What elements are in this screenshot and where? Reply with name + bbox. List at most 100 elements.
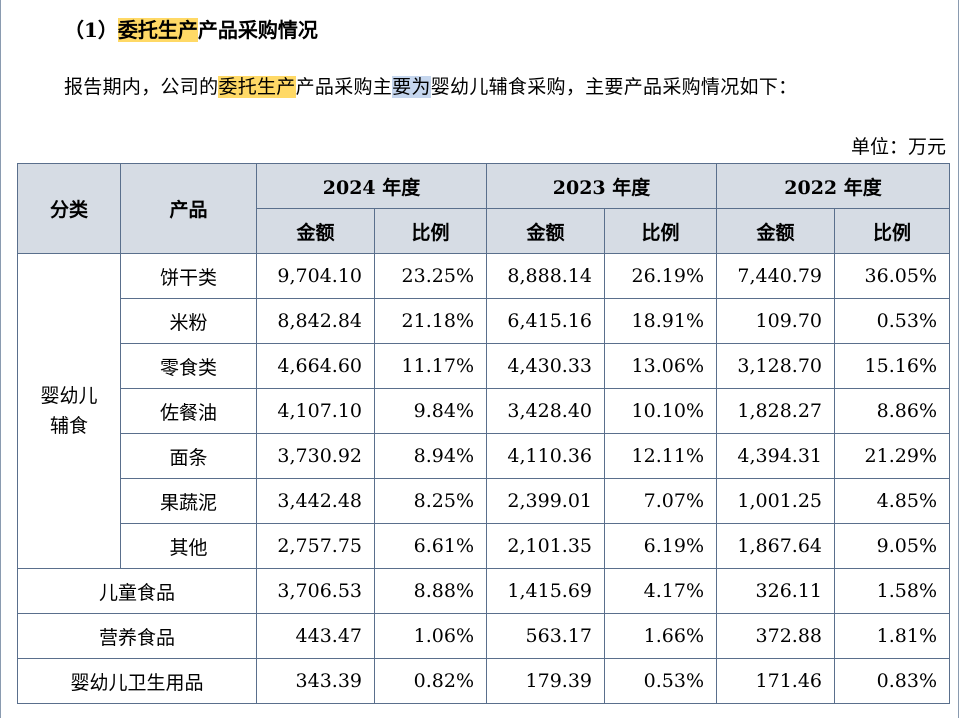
amount-cell: 6,415.16 [486, 298, 605, 344]
header-year-2024: 2024 年度 [256, 163, 487, 209]
para-selected-text[interactable]: 要为 [392, 76, 431, 98]
ratio-cell: 26.19% [604, 253, 717, 299]
table-row: 婴幼儿卫生用品 343.39 0.82% 179.39 0.53% 171.46 0.83% [17, 658, 950, 704]
intro-paragraph: 报告期内，公司的委托生产产品采购主要为婴幼儿辅食采购，主要产品采购情况如下： [64, 72, 797, 99]
table-row: 营养食品 443.47 1.06% 563.17 1.66% 372.88 1.81% [17, 613, 950, 659]
table-row: 零食类 4,664.60 11.17% 4,430.33 13.06% 3,128.70 1… [18, 343, 950, 389]
table-row: 婴幼儿 辅食 饼干类 9,704.10 23.25% 8,888.14 26.19% 7,44… [17, 253, 950, 569]
amount-cell: 171.46 [716, 658, 835, 704]
category-cell: 儿童食品 [17, 568, 257, 614]
ratio-cell: 6.61% [374, 523, 487, 569]
table-row: 佐餐油 4,107.10 9.84% 3,428.40 10.10% 1,828.27 8.… [18, 388, 950, 434]
para-part3: 婴幼儿辅食采购，主要产品采购情况如下： [430, 76, 798, 98]
amount-cell: 1,828.27 [716, 388, 835, 434]
ratio-cell: 23.25% [374, 253, 487, 299]
unit-label: 单位：万元 [850, 136, 946, 158]
ratio-cell: 18.91% [604, 298, 717, 344]
heading-rest: 产品采购情况 [197, 18, 318, 42]
header-product: 产品 [120, 163, 257, 254]
table-row: 其他 2,757.75 6.61% 2,101.35 6.19% 1,867.64 9.05… [18, 523, 950, 569]
amount-cell: 8,888.14 [486, 253, 605, 299]
category-cell: 营养食品 [17, 613, 257, 659]
amount-cell: 9,704.10 [256, 253, 375, 299]
para-part1: 报告期内，公司的 [64, 76, 219, 98]
ratio-cell: 6.19% [604, 523, 717, 569]
amount-cell: 1,867.64 [716, 523, 835, 569]
amount-cell: 3,730.92 [256, 433, 375, 479]
header-year-2022: 2022 年度 [716, 163, 950, 209]
table-row: 米粉 8,842.84 21.18% 6,415.16 18.91% 109.70 0.53… [18, 298, 950, 344]
header-ratio: 比例 [834, 208, 950, 254]
ratio-cell: 7.07% [604, 478, 717, 524]
ratio-cell: 0.53% [834, 298, 950, 344]
category-cell: 婴幼儿卫生用品 [17, 658, 257, 704]
amount-cell: 326.11 [716, 568, 835, 614]
ratio-cell: 13.06% [604, 343, 717, 389]
ratio-cell: 15.16% [834, 343, 950, 389]
amount-cell: 109.70 [716, 298, 835, 344]
product-cell: 面条 [120, 433, 257, 479]
product-cell: 零食类 [120, 343, 257, 389]
product-cell: 饼干类 [120, 253, 257, 299]
amount-cell: 2,757.75 [256, 523, 375, 569]
header-amount: 金额 [256, 208, 375, 254]
ratio-cell: 1.06% [374, 613, 487, 659]
amount-cell: 1,001.25 [716, 478, 835, 524]
amount-cell: 4,110.36 [486, 433, 605, 479]
product-cell: 米粉 [120, 298, 257, 344]
ratio-cell: 8.86% [834, 388, 950, 434]
amount-cell: 443.47 [256, 613, 375, 659]
amount-cell: 179.39 [486, 658, 605, 704]
ratio-cell: 4.85% [834, 478, 950, 524]
ratio-cell: 36.05% [834, 253, 950, 299]
ratio-cell: 11.17% [374, 343, 487, 389]
product-cell: 果蔬泥 [120, 478, 257, 524]
purchase-table: 分类 产品 2024 年度 2023 年度 2022 年度 金额 比例 金额 比… [17, 163, 950, 704]
ratio-cell: 8.88% [374, 568, 487, 614]
amount-cell: 372.88 [716, 613, 835, 659]
ratio-cell: 8.25% [374, 478, 487, 524]
amount-cell: 2,399.01 [486, 478, 605, 524]
ratio-cell: 10.10% [604, 388, 717, 434]
amount-cell: 563.17 [486, 613, 605, 659]
ratio-cell: 1.66% [604, 613, 717, 659]
ratio-cell: 8.94% [374, 433, 487, 479]
amount-cell: 4,107.10 [256, 388, 375, 434]
ratio-cell: 0.83% [834, 658, 950, 704]
amount-cell: 3,442.48 [256, 478, 375, 524]
amount-cell: 2,101.35 [486, 523, 605, 569]
product-cell: 佐餐油 [120, 388, 257, 434]
amount-cell: 4,664.60 [256, 343, 375, 389]
product-cell: 其他 [120, 523, 257, 569]
amount-cell: 3,706.53 [256, 568, 375, 614]
amount-cell: 7,440.79 [716, 253, 835, 299]
ratio-cell: 1.58% [834, 568, 950, 614]
ratio-cell: 0.53% [604, 658, 717, 704]
amount-cell: 4,394.31 [716, 433, 835, 479]
ratio-cell: 0.82% [374, 658, 487, 704]
ratio-cell: 4.17% [604, 568, 717, 614]
section-heading: （1）委托生产产品采购情况 [64, 14, 318, 43]
heading-highlight: 委托生产 [117, 18, 198, 42]
ratio-cell: 21.29% [834, 433, 950, 479]
heading-prefix: （1） [64, 18, 118, 42]
amount-cell: 1,415.69 [486, 568, 605, 614]
header-ratio: 比例 [604, 208, 717, 254]
header-amount: 金额 [716, 208, 835, 254]
header-category: 分类 [17, 163, 121, 254]
ratio-cell: 9.84% [374, 388, 487, 434]
category-cell-infant-food: 婴幼儿 辅食 [17, 253, 121, 569]
table-row: 儿童食品 3,706.53 8.88% 1,415.69 4.17% 326.11 1.58… [17, 568, 950, 614]
table-row: 果蔬泥 3,442.48 8.25% 2,399.01 7.07% 1,001.25 4.8… [18, 478, 950, 524]
header-ratio: 比例 [374, 208, 487, 254]
para-part2: 产品采购主 [295, 76, 393, 98]
header-year-2023: 2023 年度 [486, 163, 717, 209]
ratio-cell: 21.18% [374, 298, 487, 344]
amount-cell: 8,842.84 [256, 298, 375, 344]
amount-cell: 3,428.40 [486, 388, 605, 434]
category-label-line1: 婴幼儿 [40, 385, 98, 407]
amount-cell: 4,430.33 [486, 343, 605, 389]
amount-cell: 343.39 [256, 658, 375, 704]
table-row: 面条 3,730.92 8.94% 4,110.36 12.11% 4,394.31 21.… [18, 433, 950, 479]
